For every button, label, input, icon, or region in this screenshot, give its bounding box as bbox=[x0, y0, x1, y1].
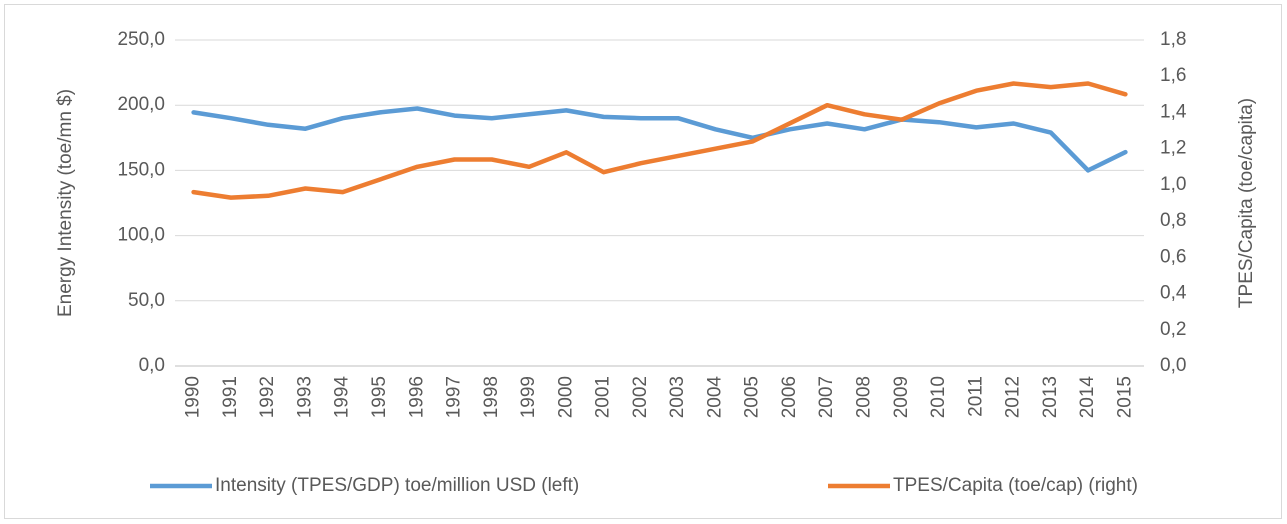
y-tick-label: 250,0 bbox=[117, 29, 165, 50]
x-tick-label: 2000 bbox=[555, 376, 576, 418]
x-tick-label: 2014 bbox=[1077, 376, 1098, 419]
x-tick-label: 2001 bbox=[593, 376, 614, 418]
x-tick-label: 1991 bbox=[220, 376, 241, 418]
x-tick-label: 2012 bbox=[1003, 376, 1024, 418]
x-tick-label: 2005 bbox=[742, 376, 763, 418]
x-tick-label: 2002 bbox=[630, 376, 651, 418]
x-tick-label: 1997 bbox=[444, 376, 465, 418]
x-tick-label: 2003 bbox=[667, 376, 688, 418]
y2-tick-label: 1,6 bbox=[1160, 65, 1186, 86]
x-tick-label: 1998 bbox=[481, 376, 502, 418]
y-tick-label: 150,0 bbox=[117, 159, 165, 180]
x-tick-label: 1995 bbox=[369, 376, 390, 418]
x-tick-label: 2009 bbox=[891, 376, 912, 418]
y2-tick-label: 1,4 bbox=[1160, 101, 1187, 122]
y2-tick-label: 1,8 bbox=[1160, 29, 1186, 50]
x-tick-label: 2007 bbox=[816, 376, 837, 418]
x-tick-label: 1996 bbox=[406, 376, 427, 418]
y-tick-label: 100,0 bbox=[117, 225, 165, 246]
x-tick-label: 1999 bbox=[518, 376, 539, 418]
x-tick-label: 2015 bbox=[1114, 376, 1135, 418]
series-line bbox=[191, 81, 1128, 200]
x-tick-label: 2004 bbox=[704, 376, 725, 419]
y-tick-label: 0,0 bbox=[139, 355, 165, 376]
y2-tick-label: 0,6 bbox=[1160, 246, 1186, 267]
y2-tick-label: 0,4 bbox=[1160, 283, 1187, 304]
legend-label: TPES/Capita (toe/cap) (right) bbox=[893, 475, 1138, 496]
x-tick-label: 1992 bbox=[257, 376, 278, 418]
x-tick-label: 1990 bbox=[183, 376, 204, 418]
x-tick-label: 2013 bbox=[1040, 376, 1061, 418]
legend-label: Intensity (TPES/GDP) toe/million USD (le… bbox=[215, 475, 579, 496]
y2-tick-label: 0,8 bbox=[1160, 210, 1186, 231]
series-line bbox=[191, 106, 1128, 173]
y2-tick-label: 0,2 bbox=[1160, 319, 1186, 340]
x-tick-label: 2011 bbox=[965, 376, 986, 417]
y-tick-label: 200,0 bbox=[117, 94, 165, 115]
y-axis-title: Energy Intensity (toe/mn $) bbox=[55, 89, 76, 317]
x-tick-label: 2006 bbox=[779, 376, 800, 418]
chart-border bbox=[4, 4, 1282, 519]
x-tick-label: 2008 bbox=[853, 376, 874, 418]
y2-tick-label: 1,0 bbox=[1160, 174, 1186, 195]
y2-tick-label: 0,0 bbox=[1160, 355, 1186, 376]
x-tick-label: 1993 bbox=[294, 376, 315, 418]
x-tick-label: 2010 bbox=[928, 376, 949, 418]
y2-axis-title: TPES/Capita (toe/capita) bbox=[1236, 98, 1257, 308]
y2-tick-label: 1,2 bbox=[1160, 138, 1186, 159]
x-tick-label: 1994 bbox=[332, 376, 353, 419]
y-tick-label: 50,0 bbox=[128, 290, 165, 311]
